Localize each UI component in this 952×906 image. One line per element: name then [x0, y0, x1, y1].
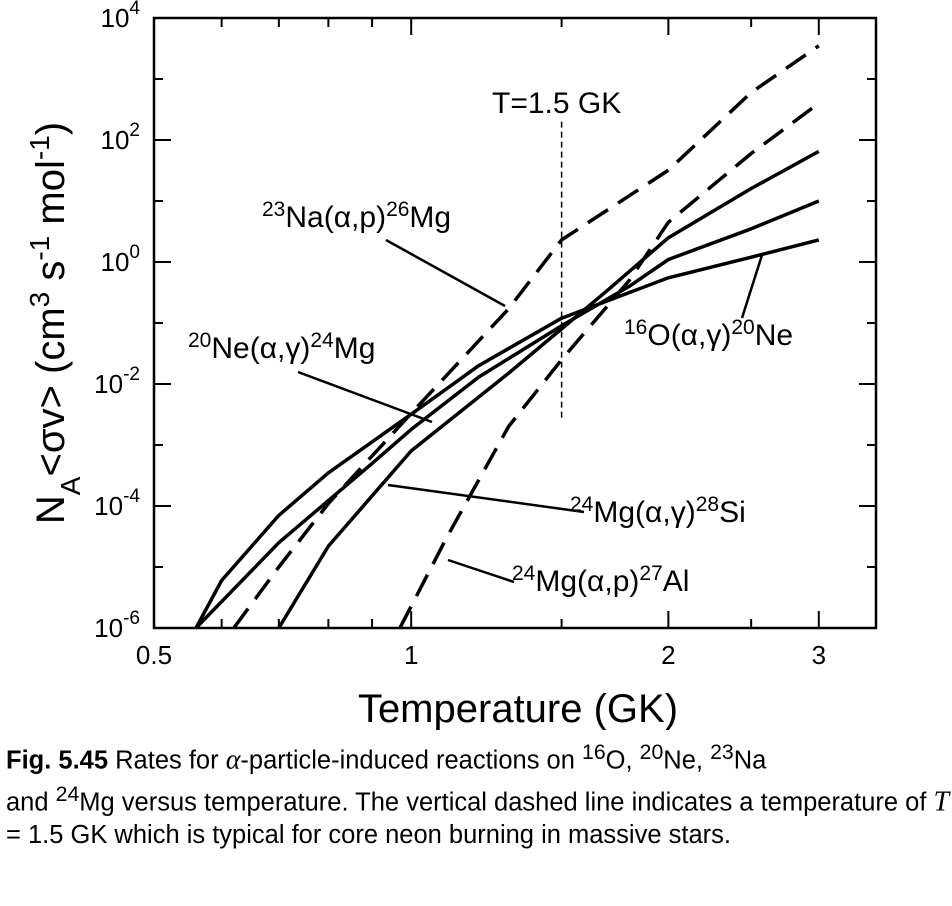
leader-ne20ag: [297, 370, 433, 424]
label-mg24ap: 24Mg(α,p)27Al: [512, 562, 689, 598]
x-tick-label: 1: [404, 640, 418, 670]
caption-text: Mg versus temperature. The vertical dash…: [79, 788, 934, 816]
caption-sup: 23: [710, 740, 734, 764]
series-line-o16ag: [194, 199, 820, 628]
caption-sup: 16: [582, 740, 606, 764]
caption-alpha: α: [225, 744, 241, 776]
caption-text: O,: [605, 746, 640, 775]
y-tick-label: 100: [101, 242, 141, 277]
caption-text: and: [6, 788, 56, 816]
label-na23ap: 23Na(α,p)26Mg: [262, 198, 451, 234]
caption-text: -particle-induced reactions on: [240, 746, 582, 775]
label-o16ag: 16O(α,γ)20Ne: [624, 316, 793, 352]
x-tick-label: 2: [661, 640, 675, 670]
series-line-mg24ag: [277, 149, 820, 628]
leader-mg24ap: [447, 558, 515, 584]
x-axis-title: Temperature (GK): [358, 687, 678, 730]
leader-mg24ag: [387, 483, 585, 514]
y-tick-label: 10-4: [94, 486, 140, 521]
leader-na23ap: [385, 238, 506, 308]
rate-chart: 0.5 1 2 3 10-6 10-4 10-2 100 102 104 T=1.5 GK 20N…: [24, 0, 878, 730]
caption-text: = 1.5 GK which is typical for core neon …: [6, 821, 731, 849]
caption-text: Rates for: [108, 746, 226, 775]
label-mg24ag: 24Mg(α,γ)28Si: [570, 493, 746, 529]
caption-text: Ne,: [663, 746, 711, 775]
caption-t: T: [933, 786, 950, 817]
y-tick-label: 104: [101, 0, 141, 33]
y-tick-label: 102: [101, 120, 141, 155]
y-tick-label: 10-2: [94, 364, 140, 399]
caption-label: Fig. 5.45: [6, 746, 109, 775]
label-ne20ag: 20Ne(α,γ)24Mg: [188, 329, 375, 365]
x-tick-label: 0.5: [136, 640, 172, 670]
y-axis-title: NA<σv> (cm3 s-1 mol-1): [24, 122, 86, 524]
y-tick-label: 10-6: [94, 608, 140, 643]
figure-caption: Fig. 5.45 Rates for α-particle-induced r…: [6, 736, 950, 852]
leader-o16ag: [740, 254, 764, 319]
reference-line-label: T=1.5 GK: [492, 87, 621, 120]
caption-text: Na: [733, 746, 767, 775]
caption-sup: 20: [639, 740, 664, 764]
series-line-ne20ag: [194, 238, 820, 628]
x-tick-label: 3: [812, 640, 826, 670]
series-line-mg24ap: [398, 101, 820, 628]
caption-sup: 24: [55, 781, 80, 806]
